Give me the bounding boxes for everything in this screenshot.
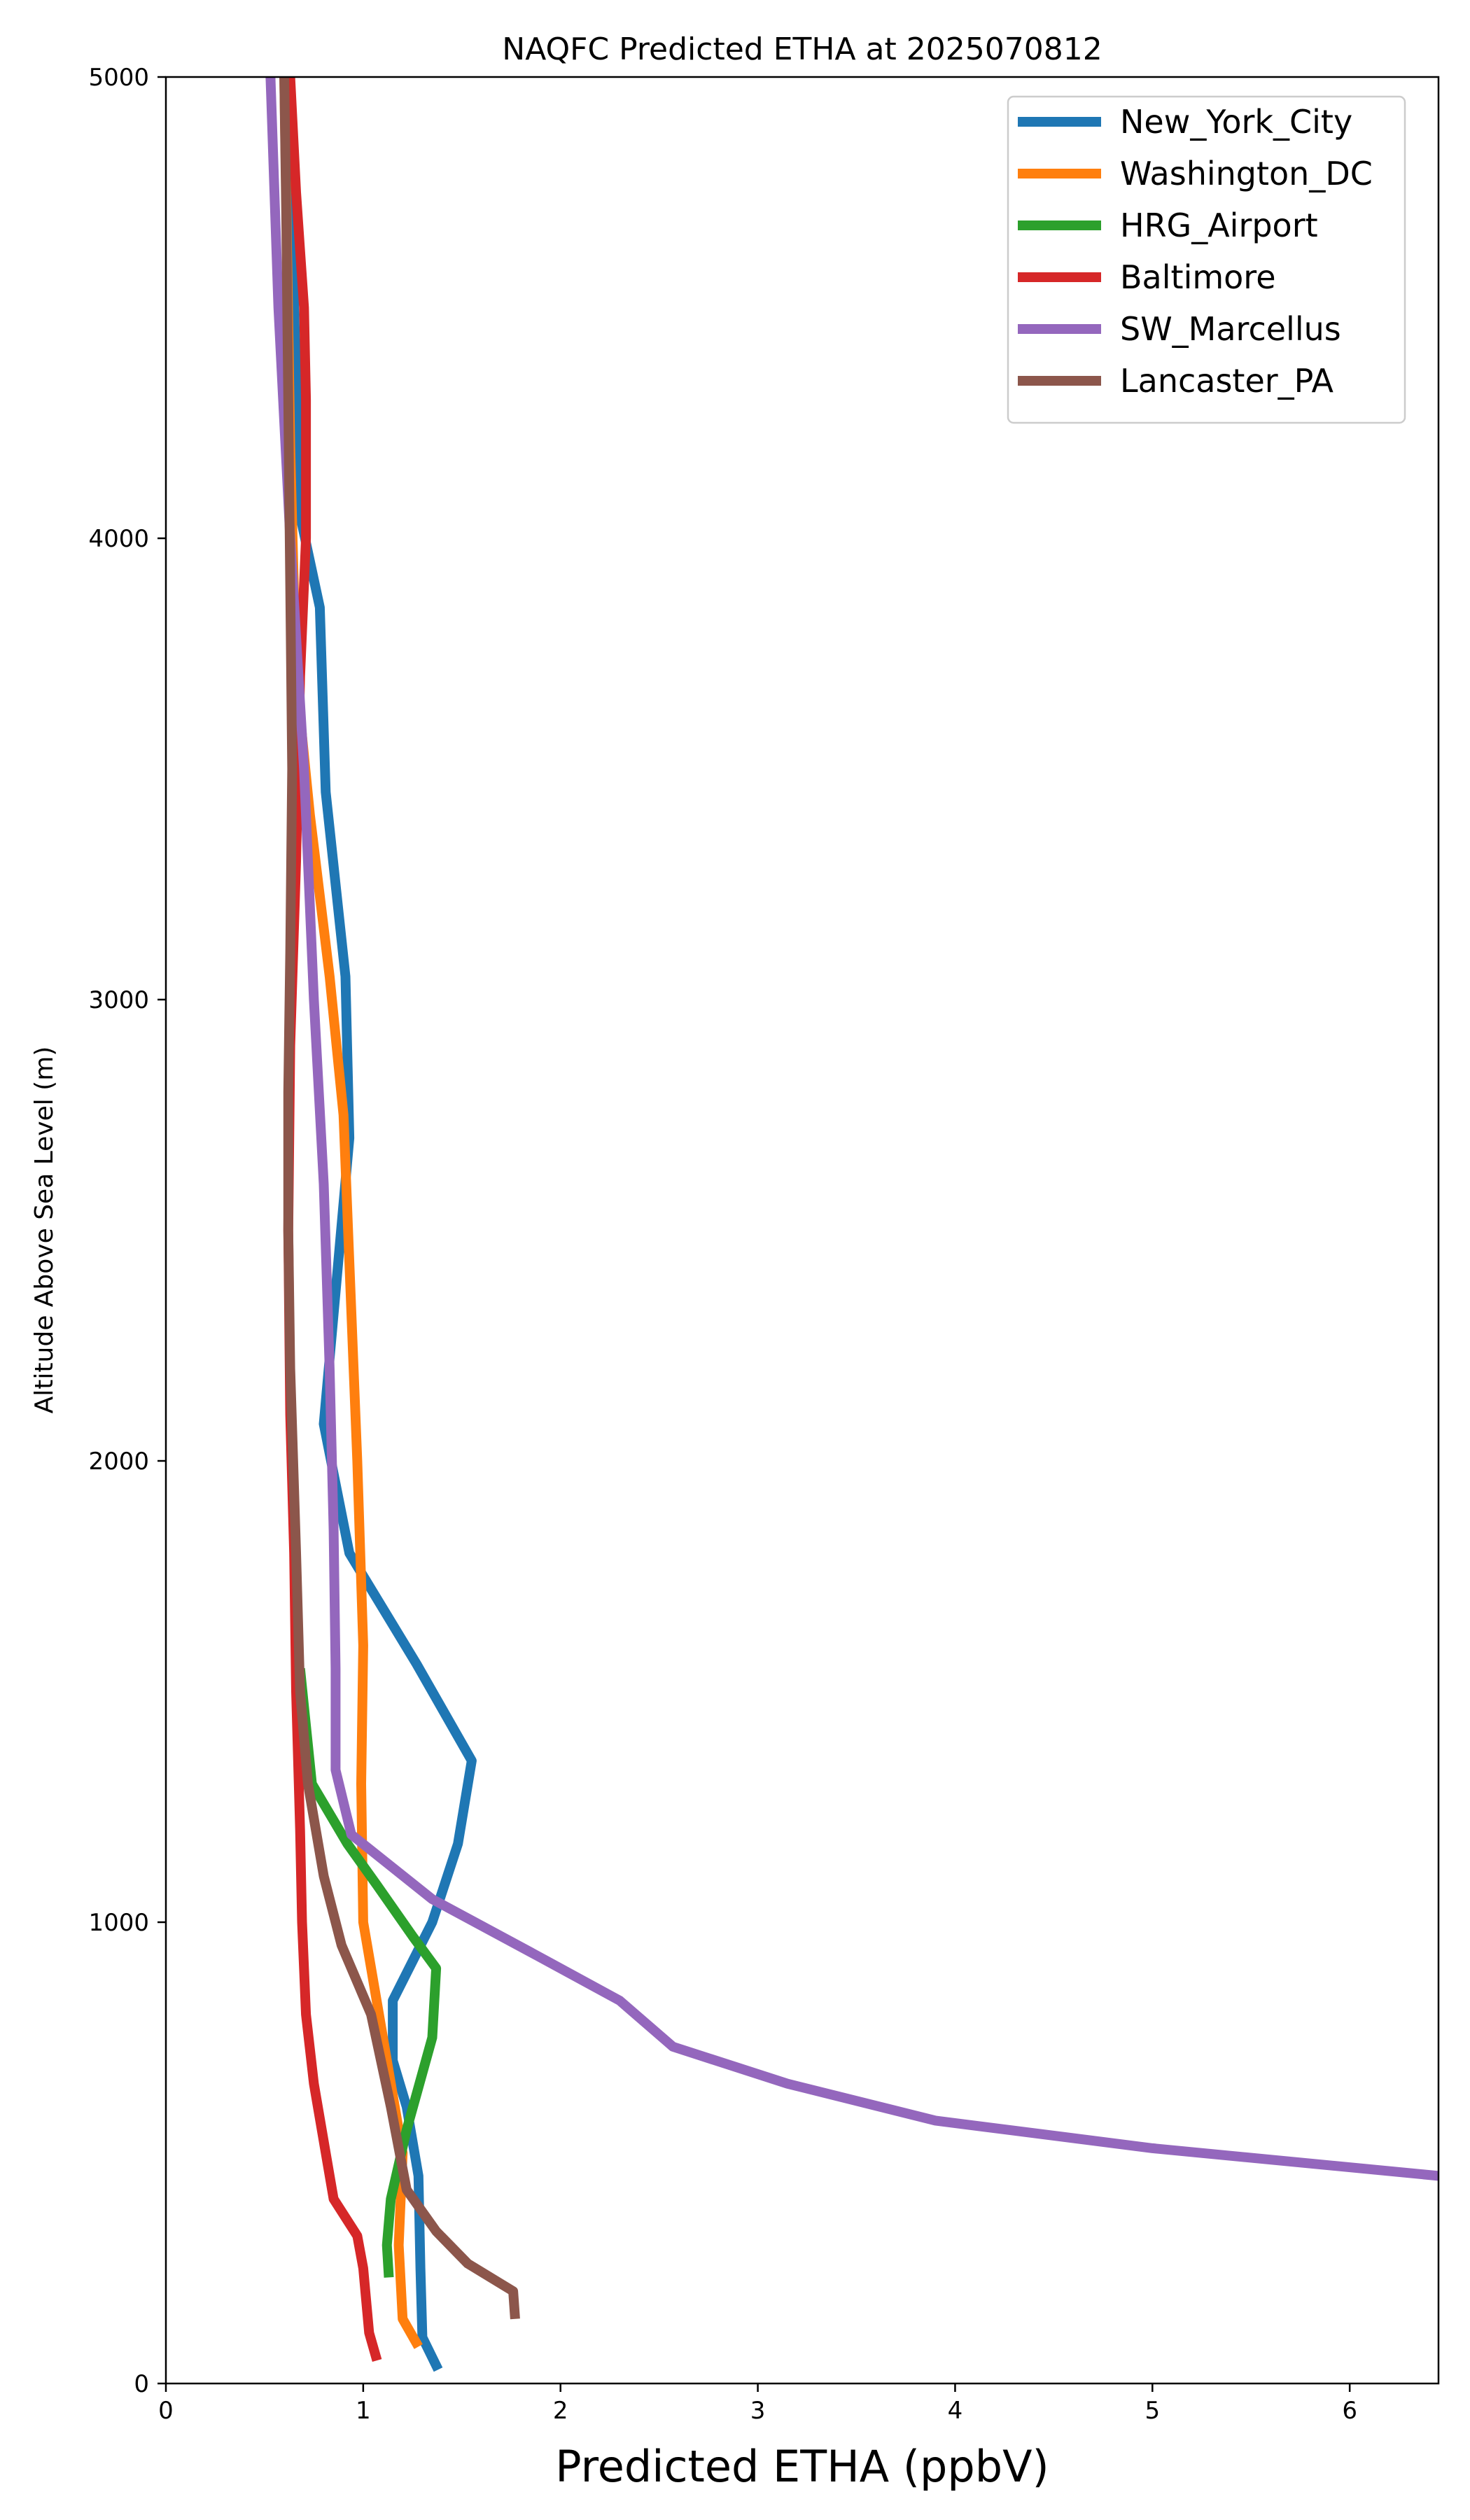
x-tick-label: 3 bbox=[750, 2397, 766, 2425]
series-line-lancaster-pa bbox=[279, 77, 520, 2320]
series-line-sw-marcellus bbox=[265, 77, 1438, 2181]
x-axis-label: Predicted ETHA (ppbV) bbox=[555, 2441, 1049, 2492]
y-axis: 0 1000 2000 3000 4000 5000 bbox=[88, 64, 166, 2398]
x-tick-label: 1 bbox=[356, 2397, 371, 2425]
legend-label: HRG_Airport bbox=[1120, 206, 1318, 244]
x-tick-label: 2 bbox=[553, 2397, 568, 2425]
x-tick-label: 4 bbox=[948, 2397, 963, 2425]
y-tick-label: 1000 bbox=[88, 1909, 149, 1937]
series-line-hrg-airport bbox=[295, 1667, 442, 2278]
x-tick-label: 6 bbox=[1342, 2397, 1357, 2425]
x-tick-label: 5 bbox=[1144, 2397, 1160, 2425]
series-line-new-york-city bbox=[283, 77, 477, 2372]
plot-area-frame bbox=[164, 76, 1440, 2385]
x-tick-label: 0 bbox=[158, 2397, 174, 2425]
series-layer bbox=[265, 77, 1438, 2372]
legend-label: SW_Marcellus bbox=[1120, 310, 1341, 348]
y-tick-label: 2000 bbox=[88, 1448, 149, 1476]
legend-label: Baltimore bbox=[1120, 258, 1276, 296]
y-tick-label: 5000 bbox=[88, 64, 149, 92]
y-axis-label: Altitude Above Sea Level (m) bbox=[30, 1046, 59, 1414]
legend-label: Washington_DC bbox=[1120, 155, 1373, 192]
legend: New_York_City Washington_DC HRG_Airport Bal… bbox=[1007, 95, 1406, 424]
y-tick-label: 0 bbox=[134, 2370, 149, 2398]
y-tick-label: 4000 bbox=[88, 525, 149, 553]
chart-title: NAQFC Predicted ETHA at 2025070812 bbox=[502, 31, 1102, 67]
legend-label: Lancaster_PA bbox=[1120, 362, 1334, 400]
y-tick-label: 3000 bbox=[88, 986, 149, 1014]
legend-label: New_York_City bbox=[1120, 103, 1352, 141]
x-axis: 0 1 2 3 4 5 6 bbox=[158, 2384, 1357, 2425]
legend-box bbox=[1007, 95, 1406, 424]
